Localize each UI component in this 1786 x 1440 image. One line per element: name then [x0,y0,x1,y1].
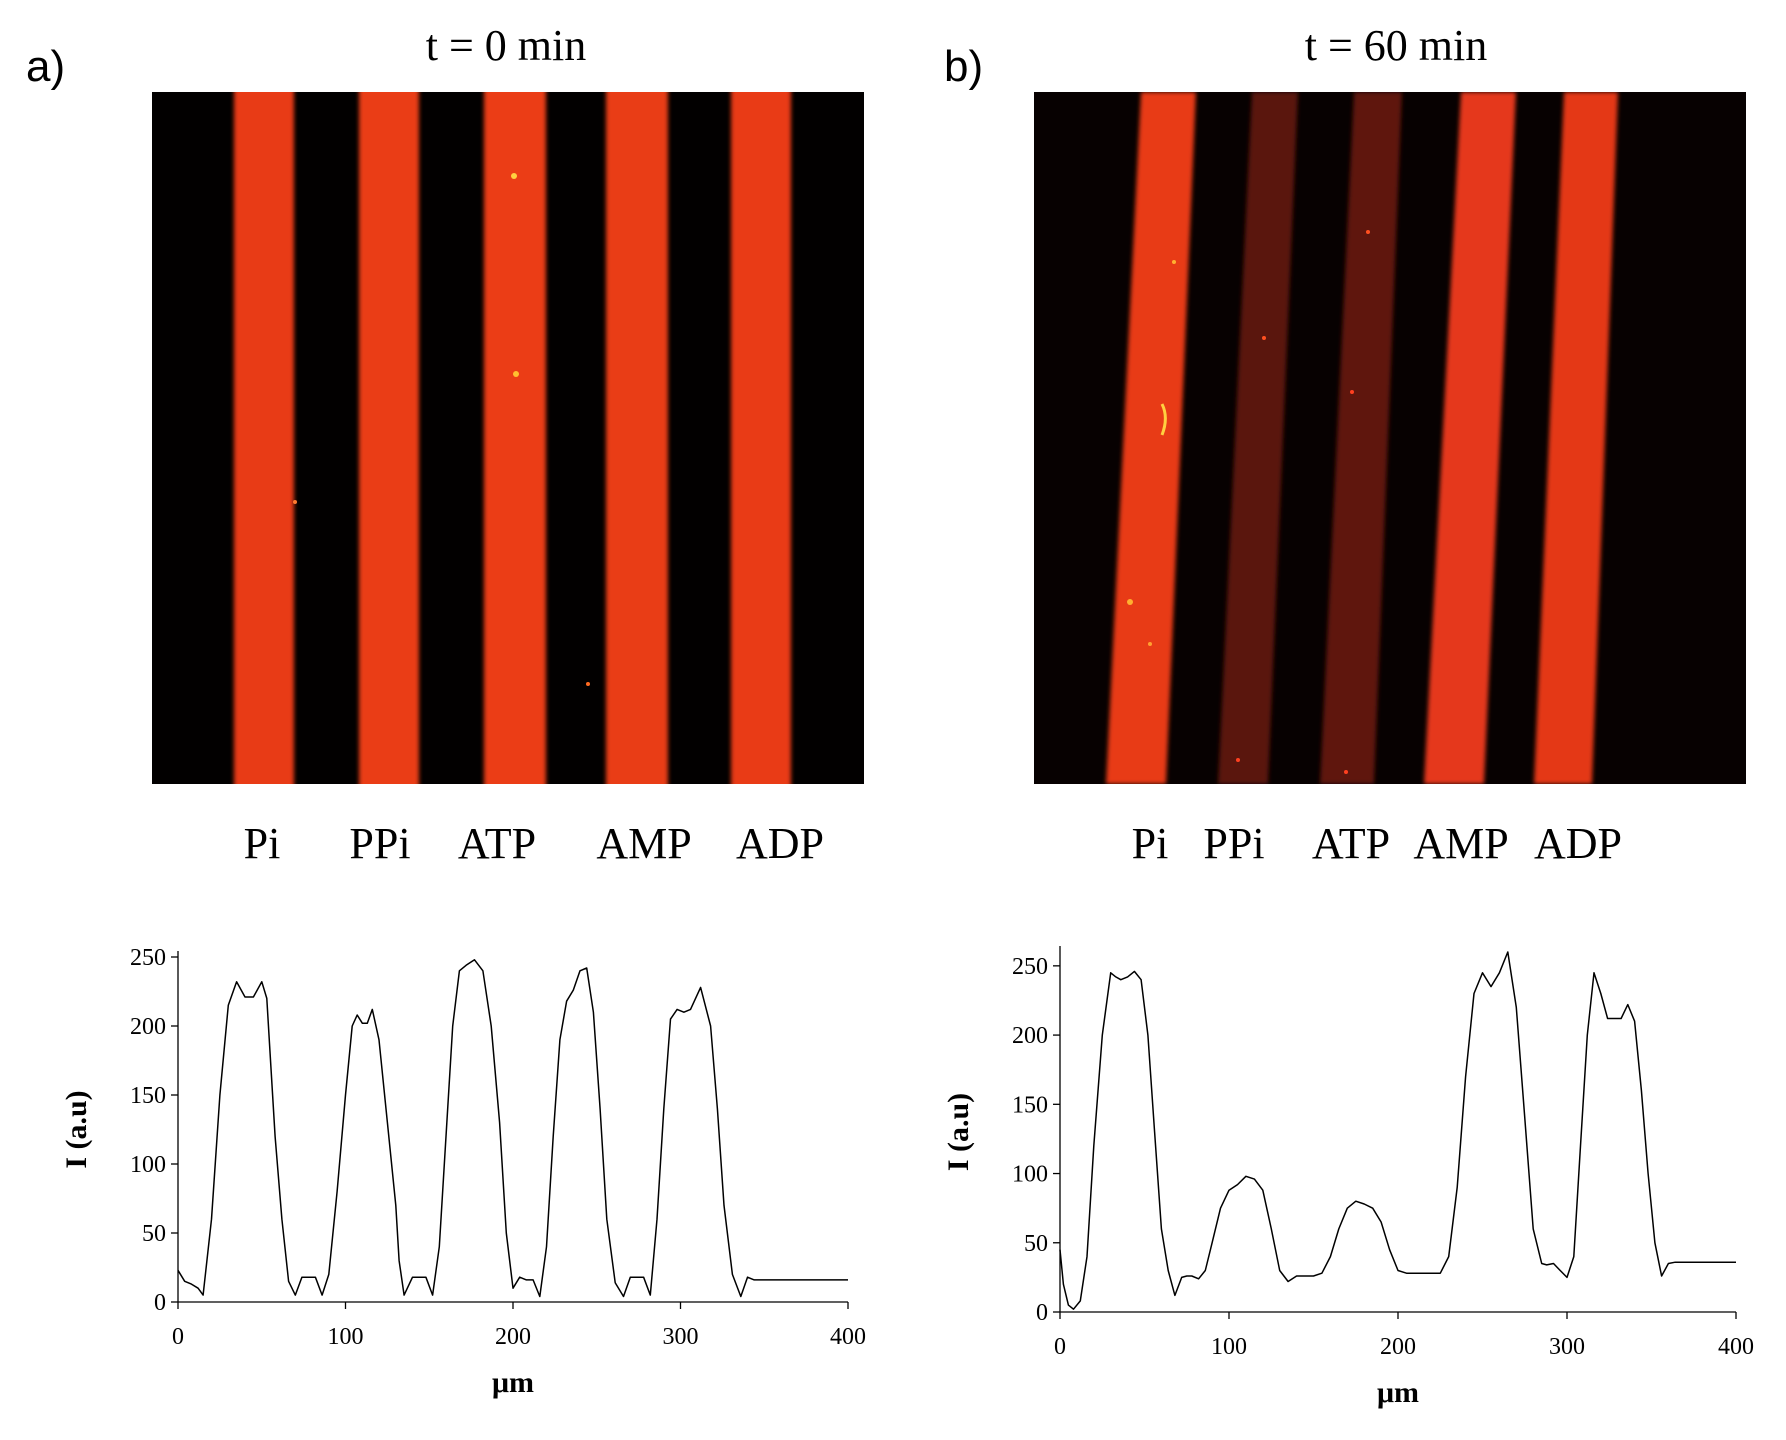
stripe-pi [234,92,294,784]
stripe-amp [1424,92,1516,784]
bright-speck [1148,642,1152,646]
y-axis-label: I (a.u) [60,1090,93,1168]
stripe-ppi [1218,92,1298,784]
x-tick-label: 100 [1211,1334,1247,1360]
lane-label: PPi [1203,819,1265,868]
bright-speck [1127,599,1133,605]
lane-label: AMP [596,819,692,868]
lane-label: ATP [457,819,537,868]
panel-b-label: b) [944,42,984,91]
x-tick-label: 0 [1054,1334,1066,1360]
intensity-series-line [177,959,848,1298]
bright-speck [293,500,297,504]
x-tick-label: 200 [495,1324,531,1350]
stripe-ppi [359,92,419,784]
x-axis-label: μm [492,1366,534,1399]
bright-speck [1172,260,1176,264]
x-tick-label: 300 [663,1324,699,1350]
stripe-adp [1534,92,1618,784]
bright-speck [586,682,590,686]
lane-label: ADP [735,819,825,868]
lane-label: AMP [1413,819,1509,868]
lane-label: Pi [243,819,281,868]
stripe-adp [731,92,791,784]
lane-label: PPi [349,819,411,868]
y-tick-label: 100 [130,1152,166,1178]
x-tick-label: 400 [830,1324,866,1350]
y-tick-label: 50 [1024,1231,1048,1257]
x-axis-label: μm [1377,1376,1419,1409]
y-tick-label: 100 [1012,1162,1048,1188]
y-tick-label: 0 [154,1290,166,1316]
x-tick-label: 100 [328,1324,364,1350]
bright-fiber [1160,403,1167,436]
bright-speck [1366,230,1370,234]
bright-speck [513,371,519,377]
panel-a-label: a) [26,42,66,91]
stripe-atp [1320,92,1402,784]
y-tick-label: 200 [1012,1023,1048,1049]
y-tick-label: 50 [142,1221,166,1247]
lane-label: ADP [1533,819,1623,868]
stripe-pi [1106,92,1196,784]
lane-label: Pi [1131,819,1169,868]
y-tick-label: 150 [1012,1092,1048,1118]
bright-speck [1236,758,1240,762]
y-tick-label: 250 [1012,954,1048,980]
x-tick-label: 200 [1380,1334,1416,1360]
bright-speck [1344,770,1348,774]
bright-speck [1350,390,1354,394]
intensity-series-line [1059,951,1736,1310]
bright-speck [511,173,517,179]
micrograph-t60 [1034,92,1746,784]
panel-b-title: t = 60 min [1304,21,1488,70]
intensity-plot-t0: 0 50 100 150 200 250 0 100 200 300 400 μm I (a.u) [60,945,866,1399]
y-tick-label: 0 [1036,1300,1048,1326]
y-tick-label: 250 [130,945,166,971]
intensity-plot-t60: 0 50 100 150 200 250 0 100 200 300 400 μm I (a.u) [942,946,1754,1409]
x-tick-label: 0 [172,1324,184,1350]
stripe-atp [484,92,546,784]
y-tick-label: 200 [130,1014,166,1040]
stripe-amp [606,92,668,784]
y-axis-label: I (a.u) [942,1093,975,1171]
y-tick-label: 150 [130,1083,166,1109]
panel-a-title: t = 0 min [425,21,587,70]
lane-label: ATP [1311,819,1391,868]
x-tick-label: 400 [1718,1334,1754,1360]
bright-speck [1262,336,1266,340]
micrograph-t0 [152,92,864,784]
x-tick-label: 300 [1549,1334,1585,1360]
